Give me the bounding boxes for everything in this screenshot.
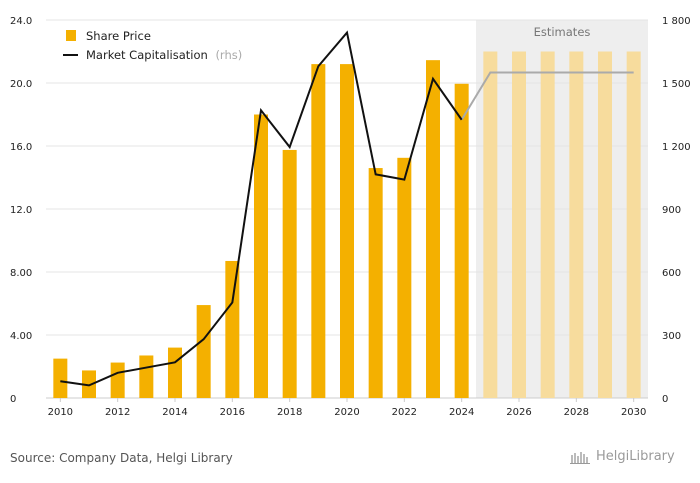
legend-market-cap-name: Market Capitalisation — [86, 48, 208, 62]
x-tick-label: 2014 — [162, 407, 187, 418]
helgi-books-icon — [570, 451, 590, 464]
x-tick-label: 2026 — [506, 407, 531, 418]
bar-share-price — [254, 114, 268, 398]
bar-share-price-estimate — [626, 51, 641, 398]
legend-market-cap-suffix: (rhs) — [215, 48, 242, 62]
bar-share-price — [53, 358, 68, 398]
bar-share-price — [225, 260, 240, 398]
y-left-tick: 12.0 — [10, 205, 32, 216]
x-tick-label: 2018 — [277, 407, 302, 418]
y-right-tick: 1 500 — [662, 79, 691, 90]
line-market-cap — [60, 30, 463, 387]
y-left-tick: 20.0 — [10, 79, 32, 90]
bar-share-price — [82, 370, 96, 398]
bar-share-price — [397, 157, 412, 398]
y-left-tick: 0 — [10, 394, 16, 405]
bar-share-price — [196, 305, 211, 398]
bar-share-price-estimate — [512, 51, 526, 398]
y-right-tick: 300 — [662, 331, 681, 342]
x-tick-label: 2012 — [105, 407, 130, 418]
y-right-tick: 600 — [662, 268, 681, 279]
y-left-tick: 4.00 — [10, 331, 32, 342]
x-tick-label: 2020 — [334, 407, 359, 418]
x-tick-label: 2010 — [48, 407, 73, 418]
bar-share-price — [454, 83, 469, 398]
bar-share-price — [426, 60, 440, 398]
chart-svg: Estimates 0 4.00 8.00 12.0 16.0 20.0 24.0 0 300 6… — [10, 16, 691, 418]
x-tick-label: 2024 — [449, 407, 474, 418]
y-right-tick: 900 — [662, 205, 681, 216]
y-right-tick: 0 — [662, 394, 668, 405]
x-tick-label: 2028 — [564, 407, 589, 418]
bar-share-price — [139, 355, 154, 398]
y-left-tick: 8.00 — [10, 268, 32, 279]
x-tick-label: 2030 — [621, 407, 646, 418]
x-tick-label: 2016 — [220, 407, 245, 418]
bar-share-price — [110, 362, 125, 398]
line-market-cap-estimate — [460, 71, 634, 121]
legend-market-cap: Market Capitalisation (rhs) — [86, 48, 242, 62]
bar-share-price-estimate — [569, 51, 584, 398]
estimates-label: Estimates — [534, 25, 591, 39]
source-note: Source: Company Data, Helgi Library — [10, 451, 233, 465]
bar-share-price — [282, 149, 297, 398]
y-right-tick: 1 800 — [662, 16, 691, 27]
bar-share-price-estimate — [483, 51, 498, 398]
bar-share-price — [368, 168, 383, 398]
brand-name: HelgiLibrary — [596, 449, 675, 464]
y-left-tick: 24.0 — [10, 16, 32, 27]
y-right-tick: 1 200 — [662, 142, 691, 153]
legend-share-price: Share Price — [86, 29, 151, 43]
legend-share-price-swatch — [66, 30, 76, 41]
y-left-tick: 16.0 — [10, 142, 32, 153]
brand-logo: HelgiLibrary — [570, 449, 675, 464]
bar-share-price-estimate — [540, 51, 555, 398]
bar-share-price — [311, 64, 326, 398]
bar-share-price — [168, 347, 182, 398]
bar-share-price — [340, 64, 354, 398]
bar-share-price-estimate — [598, 51, 612, 398]
x-tick-label: 2022 — [392, 407, 417, 418]
